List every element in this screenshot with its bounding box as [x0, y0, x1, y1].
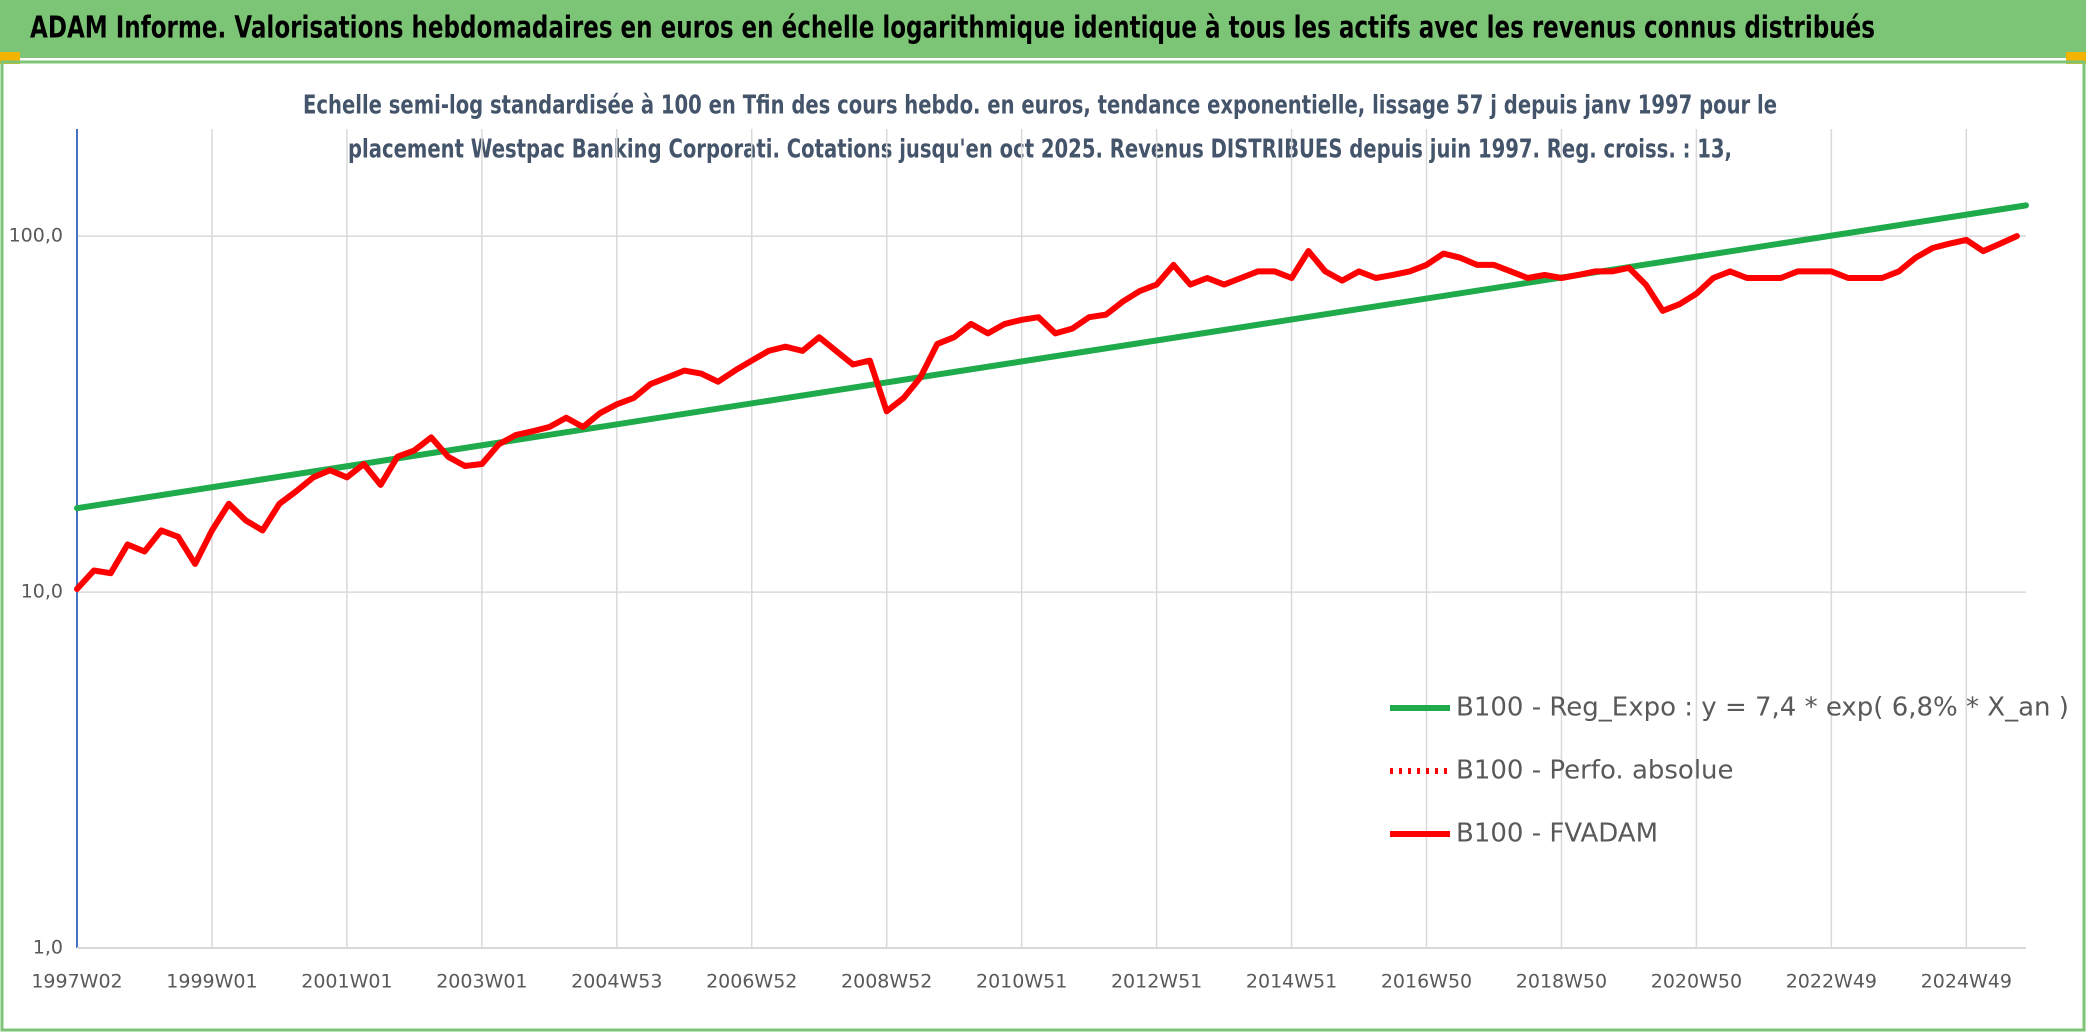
series-line [74, 233, 2020, 592]
x-tick-label: 2004W53 [571, 971, 662, 993]
x-tick-label: 1997W02 [31, 971, 122, 993]
x-tick-label: 2001W01 [301, 971, 392, 993]
header-bar [0, 0, 2086, 58]
y-tick-label: 10,0 [21, 581, 63, 603]
y-tick-label: 1,0 [33, 937, 63, 959]
x-tick-label: 2018W50 [1516, 971, 1607, 993]
x-tick-label: 2022W49 [1786, 971, 1877, 993]
chart-subtitle: placement Westpac Banking Corporati. Cot… [348, 135, 1732, 165]
chart-subtitle: Echelle semi-log standardisée à 100 en T… [303, 91, 1777, 121]
x-tick-label: 1999W01 [166, 971, 257, 993]
y-tick-label: 100,0 [9, 225, 63, 247]
x-tick-label: 2012W51 [1111, 971, 1202, 993]
legend-label: B100 - FVADAM [1456, 819, 1658, 849]
x-tick-label: 2008W52 [841, 971, 932, 993]
x-tick-label: 2024W49 [1921, 971, 2012, 993]
legend-label: B100 - Perfo. absolue [1456, 756, 1734, 786]
x-tick-label: 2014W51 [1246, 971, 1337, 993]
legend-label: B100 - Reg_Expo : y = 7,4 * exp( 6,8% * … [1456, 693, 2069, 723]
frame [0, 60, 2086, 1032]
x-tick-label: 2010W51 [976, 971, 1067, 993]
x-tick-label: 2003W01 [436, 971, 527, 993]
chart-title: ADAM Informe. Valorisations hebdomadaire… [30, 11, 1875, 46]
x-tick-label: 2006W52 [706, 971, 797, 993]
x-tick-label: 2016W50 [1381, 971, 1472, 993]
x-tick-label: 2020W50 [1651, 971, 1742, 993]
